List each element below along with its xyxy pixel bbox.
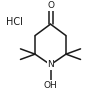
Text: N: N	[47, 60, 54, 69]
Text: OH: OH	[44, 81, 57, 90]
Text: HCl: HCl	[6, 17, 23, 27]
Text: O: O	[47, 1, 54, 10]
